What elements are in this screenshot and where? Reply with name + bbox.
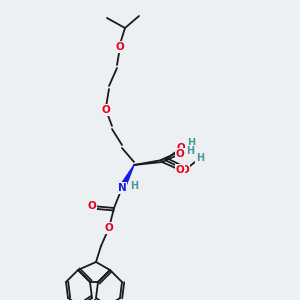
Text: O: O	[88, 201, 96, 211]
Polygon shape	[119, 165, 134, 189]
Text: O: O	[181, 165, 189, 175]
Text: O: O	[105, 223, 113, 233]
Text: O: O	[116, 42, 124, 52]
Text: H: H	[187, 138, 195, 148]
Text: O: O	[176, 165, 184, 175]
Text: O: O	[176, 149, 184, 159]
Text: H: H	[186, 146, 194, 156]
Text: H: H	[196, 153, 204, 163]
Text: O: O	[181, 165, 189, 175]
Text: H: H	[130, 181, 138, 191]
Text: O: O	[177, 143, 185, 153]
Text: N: N	[118, 183, 126, 193]
Text: O: O	[102, 105, 110, 115]
Text: O: O	[181, 165, 189, 175]
